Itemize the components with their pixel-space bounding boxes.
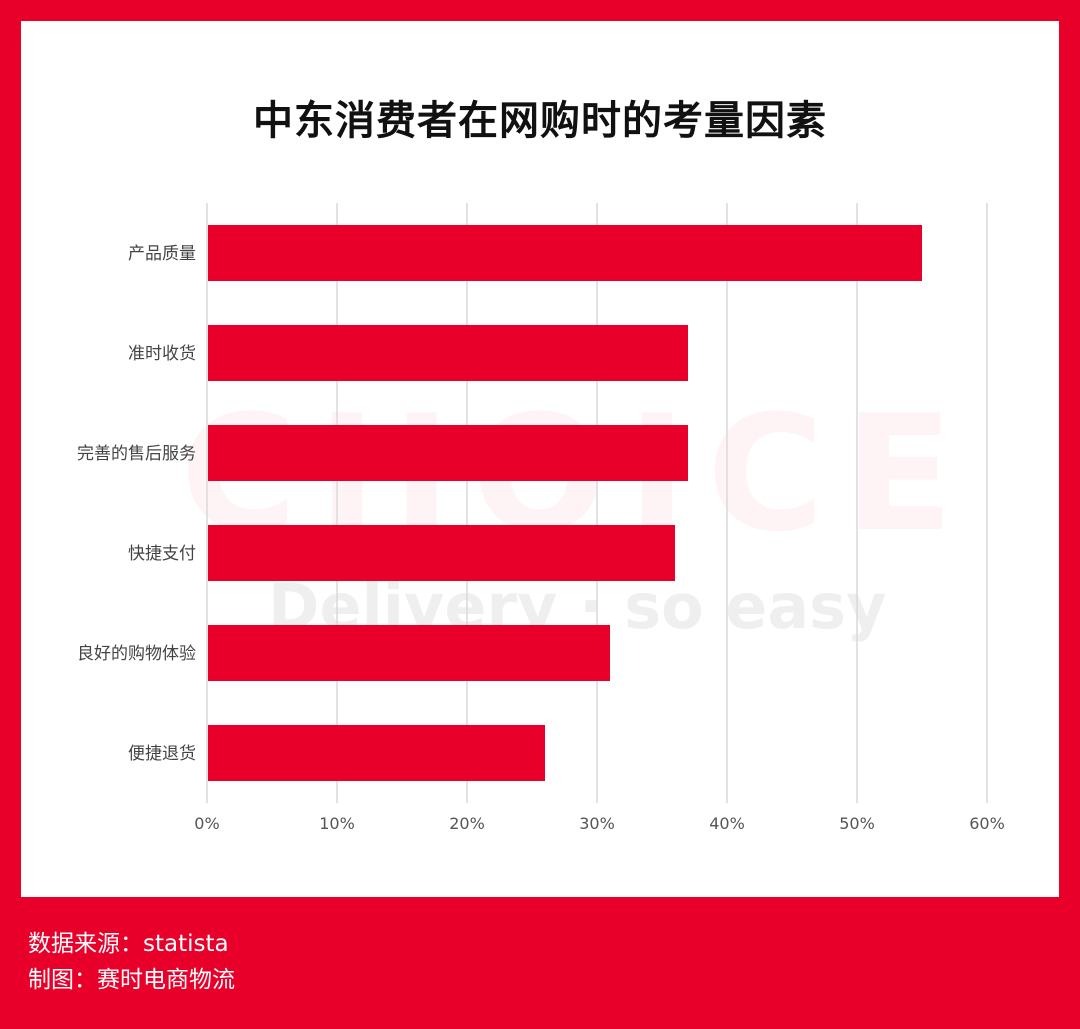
- bar: [208, 425, 688, 481]
- bar: [208, 625, 610, 681]
- x-tick-label: 50%: [839, 814, 875, 833]
- bar: [208, 325, 688, 381]
- chart-title: 中东消费者在网购时的考量因素: [253, 98, 827, 144]
- category-label: 便捷退货: [128, 744, 196, 764]
- category-label: 良好的购物体验: [77, 644, 196, 664]
- bar: [208, 725, 545, 781]
- category-label: 产品质量: [128, 244, 196, 264]
- bar: [208, 525, 675, 581]
- bar: [208, 225, 922, 281]
- x-tick-label: 10%: [319, 814, 355, 833]
- x-tick-label: 60%: [969, 814, 1005, 833]
- x-tick-label: 0%: [194, 814, 219, 833]
- category-label: 准时收货: [128, 344, 196, 364]
- x-tick-label: 20%: [449, 814, 485, 833]
- category-label: 完善的售后服务: [77, 444, 196, 464]
- x-tick-label: 30%: [579, 814, 615, 833]
- category-label: 快捷支付: [128, 544, 196, 564]
- chart-maker: 制图：赛时电商物流: [28, 967, 235, 993]
- data-source: 数据来源：statista: [28, 931, 229, 957]
- x-tick-label: 40%: [709, 814, 745, 833]
